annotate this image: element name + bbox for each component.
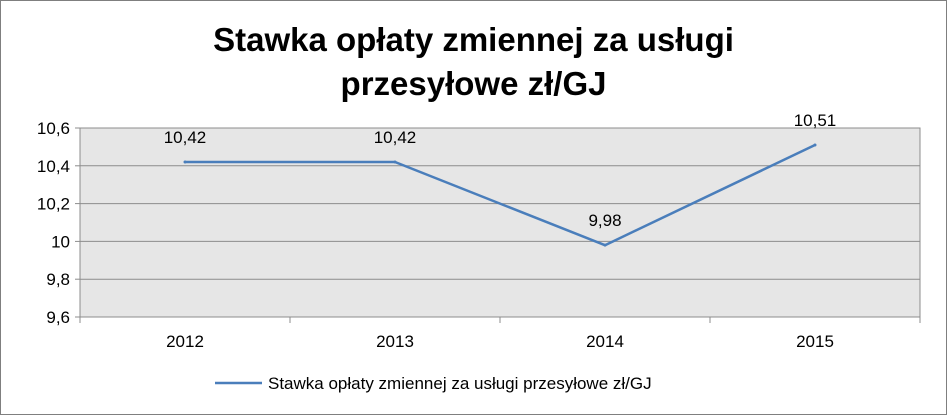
data-point	[603, 243, 607, 247]
y-tick-label: 10,2	[37, 195, 70, 214]
series-layer	[183, 143, 817, 247]
data-labels: 10,42 10,42 9,98 10,51	[164, 111, 837, 230]
y-tick-label: 9,8	[46, 270, 70, 289]
data-point	[393, 160, 397, 164]
x-tick-label: 2015	[796, 332, 834, 351]
series-line	[185, 143, 816, 247]
data-label: 9,98	[588, 211, 621, 230]
chart-title-line-1: Stawka opłaty zmiennej za usługi	[213, 21, 734, 58]
x-tick-label: 2012	[166, 332, 204, 351]
data-point	[183, 160, 187, 164]
plot-area	[79, 127, 921, 318]
data-label: 10,51	[794, 111, 837, 130]
chart-title: Stawka opłaty zmiennej za usługi przesył…	[0, 18, 947, 106]
x-tick-label: 2013	[376, 332, 414, 351]
legend-label: Stawka opłaty zmiennej za usługi przesył…	[268, 374, 652, 393]
data-label: 10,42	[164, 128, 207, 147]
gridlines	[80, 165, 920, 280]
y-tick-label: 10,4	[37, 157, 70, 176]
y-tick-label: 10,6	[37, 119, 70, 138]
x-tick-label: 2014	[586, 332, 624, 351]
axes: 9,6 9,8 10 10,2 10,4 10,6 2012 2013 2014 2015	[37, 119, 921, 351]
y-tick-label: 10	[51, 232, 70, 251]
legend: Stawka opłaty zmiennej za usługi przesył…	[215, 374, 652, 393]
y-tick-label: 9,6	[46, 308, 70, 327]
data-label: 10,42	[374, 128, 417, 147]
chart-title-line-2: przesyłowe zł/GJ	[340, 65, 607, 102]
data-point	[813, 143, 817, 147]
